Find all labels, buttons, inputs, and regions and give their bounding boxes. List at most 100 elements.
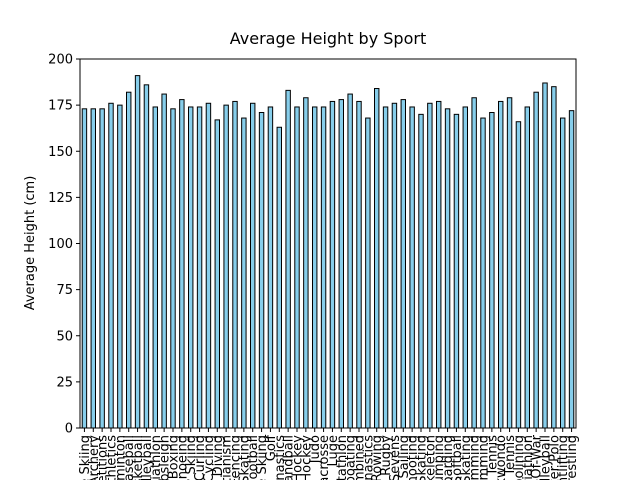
x-tick-label: Rugby Sevens [388,435,403,480]
x-tick-label: Tennis [503,435,518,477]
bar [533,91,539,429]
x-tick-label: Archery [87,435,102,480]
bar [400,99,407,429]
bar [214,119,220,429]
x-tick-label: Speed Skating [459,435,474,480]
bar [338,99,345,429]
bar [161,93,167,429]
x-tick-label: Volleyball [539,435,554,480]
x-tick-label: Synchronized Swimming [477,435,492,480]
x-tick-label: Football [246,435,261,480]
bar [294,106,300,429]
x-tick-label: Baseball [122,435,137,480]
x-tick-label: Gymnastics [273,435,288,480]
bar [515,121,522,429]
x-tick-label: Boxing [167,435,182,479]
x-tick-label: Cross Country Skiing [184,435,199,480]
x-tick-label: Athletics [105,435,120,480]
bar [276,126,283,429]
x-tick-label: Taekwondo [494,435,509,480]
bar [356,100,362,429]
y-axis-label: Average Height (cm) [23,176,38,311]
bar [108,102,114,429]
bar [320,106,327,429]
x-tick-label: Sailing [397,435,412,479]
x-tick-label: Judo [308,435,323,464]
bar [347,93,353,429]
x-tick-label: Ice Hockey [299,435,314,480]
x-tick-label: Fencing [229,435,244,480]
x-tick-label: Basketball [131,435,146,480]
bar [462,106,469,429]
x-tick-label: Modern Pentathlon [335,435,350,480]
bar [303,97,309,429]
x-tick-label: Luge [326,435,341,467]
bar [81,108,88,429]
x-tick-label: Motorboating [344,435,359,480]
x-tick-label: Swimming [468,435,483,480]
x-tick-label: Biathlon [149,435,164,480]
x-tick-label: Lacrosse [317,435,332,480]
x-tick-label: Weightlifting [556,435,571,480]
bar [329,100,336,429]
bar [489,112,495,429]
x-tick-label: Badminton [113,435,128,480]
y-tick-label: 175 [48,99,73,114]
bar [117,104,123,429]
bar [90,108,96,429]
bar [418,113,424,429]
bar [453,113,460,429]
x-tick-label: Cycling [202,435,217,480]
bar [391,102,398,429]
x-tick-label: Golf [264,435,279,462]
x-tick-label: Softball [450,435,465,480]
bar [436,100,442,429]
y-tick-label: 0 [65,422,73,437]
x-tick-label: Triathlon [521,435,536,480]
x-tick-label: Ski Jumping [432,435,447,480]
x-tick-label: Table Tennis [485,435,500,480]
y-tick-label: 150 [48,145,73,160]
x-tick-label: Rhythmic Gymnastics [361,435,376,480]
x-tick-label: Rowing [370,435,385,480]
plot-frame [79,58,577,429]
bar [374,88,380,429]
bar [126,91,132,429]
bar [444,108,451,429]
x-tick-label: Diving [211,435,226,476]
bar [285,89,291,429]
bar [143,84,150,429]
bar [205,102,212,429]
bar [480,117,486,429]
y-tick-label: 125 [48,191,73,206]
x-tick-label: Water Polo [547,435,562,480]
bar [267,106,274,429]
x-tick-label: Curling [193,435,208,480]
bar [382,106,389,429]
bar [471,97,477,429]
bar [196,106,203,429]
y-tick-label: 100 [48,237,73,252]
x-tick-label: Snowboarding [441,435,456,480]
bar [152,106,158,429]
x-tick-label: Nordic Combined [353,435,368,480]
bar [223,104,229,429]
bar [188,106,194,429]
x-tick-label: Skeleton [423,435,438,480]
x-tick-label: Shooting [406,435,421,480]
bar [427,102,433,429]
bar [134,75,141,429]
x-tick-label: Bobsleigh [158,435,173,480]
x-tick-label: Hockey [291,435,306,480]
x-tick-label: Rugby [379,435,394,476]
x-tick-label: Freestyle Skiing [255,435,270,480]
y-tick-label: 75 [56,283,73,298]
x-tick-label: Short Track Speed Skating [415,435,430,480]
bar [498,100,504,429]
x-tick-label: Wrestling [565,435,580,480]
bar [258,112,265,429]
bar [551,86,557,429]
bar [506,97,513,429]
bar [179,99,185,429]
